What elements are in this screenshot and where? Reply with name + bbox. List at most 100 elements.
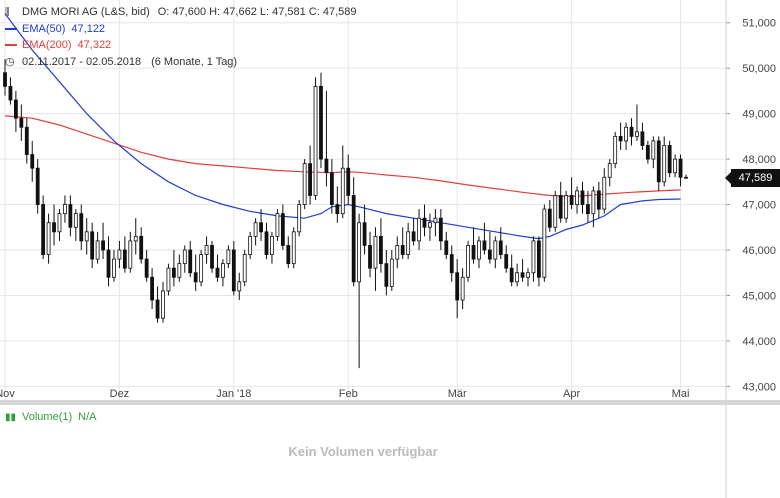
candle-body	[297, 204, 302, 233]
ema50-label: EMA(50)	[22, 23, 66, 35]
no-volume-message: Kein Volumen verfügbar	[288, 444, 438, 459]
candle-body	[253, 222, 258, 237]
candle-body	[389, 258, 394, 287]
candle-body	[24, 126, 29, 155]
candle-body	[199, 254, 204, 283]
period-range: 02.11.2017 - 02.05.2018	[22, 55, 142, 68]
candle-body	[79, 213, 84, 242]
candle-body	[498, 240, 503, 255]
candle-body	[422, 217, 427, 228]
candle-body	[449, 254, 454, 274]
candle-body	[373, 235, 378, 269]
ema200-value: 47,322	[77, 39, 112, 51]
x-tick-label: Feb	[339, 388, 358, 400]
candle-body	[428, 222, 432, 228]
candle-body	[515, 272, 520, 283]
x-tick-label: Mär	[448, 388, 467, 400]
candle-body	[237, 281, 242, 292]
candle-body	[188, 249, 193, 274]
candle-body	[139, 235, 144, 260]
candle-body	[248, 235, 253, 255]
candle-body	[438, 217, 443, 242]
candle-body	[117, 249, 122, 260]
y-tick-label: 43,000	[742, 381, 776, 393]
candle-body	[275, 213, 280, 237]
candle-body	[101, 240, 105, 251]
candle-body	[346, 167, 351, 196]
candle-body	[645, 145, 650, 160]
y-tick-label: 45,000	[742, 290, 776, 302]
ema50-path	[4, 13, 681, 240]
x-tick-label: Nov	[0, 388, 15, 400]
y-tick-label: 46,000	[742, 245, 776, 257]
y-tick-label: 51,000	[742, 18, 776, 30]
candle-body	[90, 231, 95, 260]
candle-body	[520, 272, 525, 278]
candle-body	[95, 240, 100, 260]
candle-body	[155, 299, 160, 319]
candle-body	[264, 231, 269, 255]
candle-body	[586, 204, 590, 215]
candle-body	[291, 231, 296, 265]
period-detail: (6 Monate, 1 Tag)	[151, 55, 238, 68]
candle-body	[182, 249, 187, 265]
candle-body	[302, 163, 307, 205]
ema200-swatch	[5, 44, 17, 46]
candle-body	[460, 276, 465, 301]
candle-body	[547, 208, 552, 228]
candle-body	[411, 231, 416, 242]
candle-body	[19, 117, 24, 128]
candle-body	[46, 222, 51, 255]
candle-body	[602, 176, 607, 210]
ema50-swatch	[5, 28, 17, 30]
candle-body	[406, 231, 411, 255]
candle-body	[193, 272, 198, 283]
candle-body	[128, 240, 133, 269]
candle-body	[596, 190, 601, 210]
candle-body	[362, 222, 367, 246]
candle-body	[384, 263, 389, 287]
candle-body	[8, 85, 13, 101]
candle-body	[379, 235, 383, 265]
legend-period: ◷ 02.11.2017 - 02.05.2018 (6 Monate, 1 T…	[5, 55, 238, 69]
candle-body	[368, 245, 372, 269]
candle-body	[308, 163, 312, 196]
candle-body	[635, 131, 639, 137]
legend-ema50[interactable]: EMA(50) 47,122	[5, 23, 105, 35]
candle-body	[400, 245, 405, 255]
candle-body	[580, 190, 585, 205]
candle-body	[286, 245, 291, 265]
legend-ema200[interactable]: EMA(200) 47,322	[5, 39, 111, 51]
candle-body	[215, 267, 220, 278]
y-tick-label: 49,000	[742, 109, 776, 121]
candle-body	[351, 195, 356, 283]
y-tick-label: 44,000	[742, 336, 776, 348]
pane-separator[interactable]	[0, 400, 780, 405]
candle-body	[395, 245, 400, 260]
candle-body	[531, 240, 536, 274]
y-tick-label: 50,000	[742, 63, 776, 75]
volume-legend[interactable]: ▮▮ Volume(1) N/A	[5, 411, 127, 423]
candle-body	[221, 263, 225, 278]
candle-body	[613, 135, 618, 165]
candle-body	[335, 204, 340, 215]
candle-body	[673, 158, 678, 174]
ema200-label: EMA(200)	[22, 39, 72, 51]
candle-body	[526, 272, 530, 278]
candle-body	[57, 213, 62, 233]
y-tick-label: 48,000	[742, 154, 776, 166]
candle-body	[204, 245, 209, 255]
x-tick-label: Apr	[563, 388, 580, 400]
candle-body	[150, 276, 154, 301]
candle-body	[144, 258, 149, 278]
candle-body	[564, 195, 569, 219]
candle-body	[553, 195, 558, 228]
candlesticks	[3, 59, 688, 369]
candle-body	[629, 126, 634, 137]
candle-body	[656, 140, 661, 183]
ema50-line	[4, 13, 681, 240]
last-price-flag: 47,589	[725, 168, 780, 187]
candle-body	[68, 204, 73, 228]
